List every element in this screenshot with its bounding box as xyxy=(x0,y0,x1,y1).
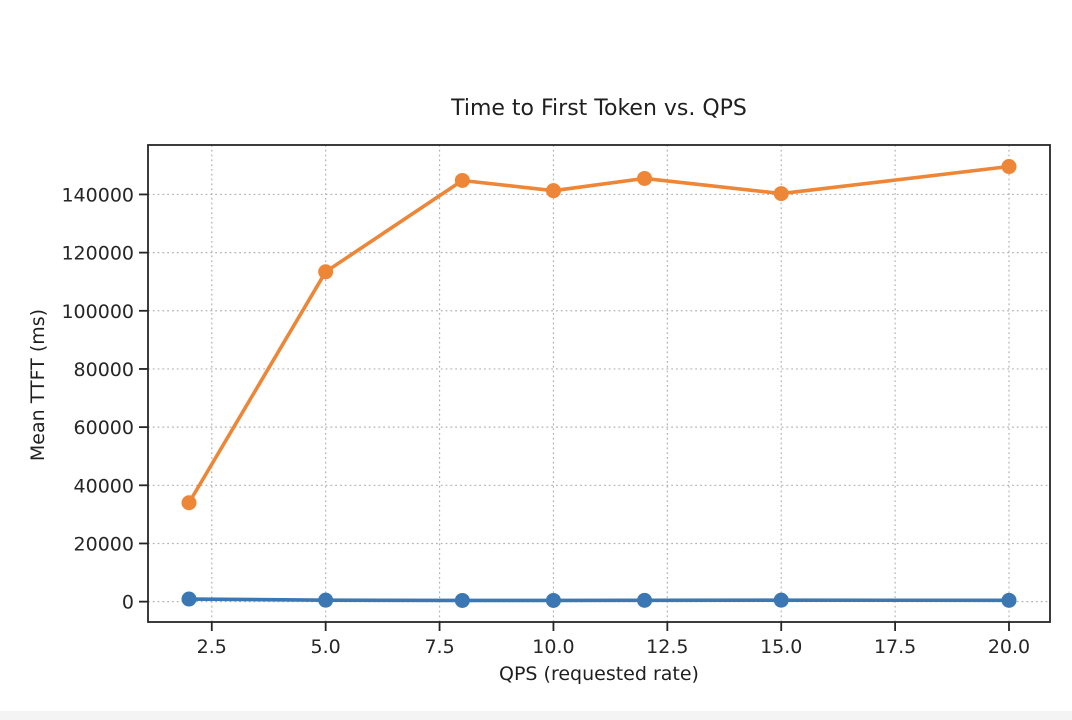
orange-series-marker xyxy=(181,495,197,511)
orange-series-marker xyxy=(545,183,561,199)
x-tick-label: 17.5 xyxy=(874,636,916,658)
chart-title: Time to First Token vs. QPS xyxy=(451,96,747,121)
blue-series-marker xyxy=(318,592,334,608)
orange-series-line xyxy=(187,164,1011,505)
blue-series-marker xyxy=(1001,592,1017,608)
orange-series-marker xyxy=(637,170,653,186)
blue-series-marker xyxy=(454,592,470,608)
x-tick-label: 15.0 xyxy=(760,636,802,658)
blue-series-marker xyxy=(181,591,197,607)
x-tick-label: 5.0 xyxy=(311,636,341,658)
orange-series-marker xyxy=(318,264,334,280)
y-tick-label: 80000 xyxy=(74,359,134,381)
x-tick-label: 7.5 xyxy=(424,636,454,658)
x-tick-label: 2.5 xyxy=(197,636,227,658)
y-tick-label: 100000 xyxy=(61,301,134,323)
orange-series-marker xyxy=(1001,159,1017,175)
y-tick-label: 120000 xyxy=(61,243,134,265)
y-tick-label: 0 xyxy=(122,592,134,614)
blue-series-line xyxy=(187,597,1011,603)
x-axis-label: QPS (requested rate) xyxy=(499,663,699,685)
y-tick-label: 140000 xyxy=(61,184,134,206)
orange-series-marker xyxy=(773,186,789,202)
blue-series-marker xyxy=(545,592,561,608)
y-tick-label: 20000 xyxy=(74,533,134,555)
orange-series-marker xyxy=(454,172,470,188)
bottom-strip xyxy=(0,711,1072,720)
y-axis-label: Mean TTFT (ms) xyxy=(27,308,49,462)
y-tick-label: 40000 xyxy=(74,475,134,497)
x-tick-label: 12.5 xyxy=(646,636,688,658)
x-tick-label: 20.0 xyxy=(988,636,1030,658)
x-tick-label: 10.0 xyxy=(532,636,574,658)
y-tick-label: 60000 xyxy=(74,417,134,439)
blue-series-marker xyxy=(637,592,653,608)
plot-border xyxy=(147,144,1051,623)
blue-series-marker xyxy=(773,592,789,608)
